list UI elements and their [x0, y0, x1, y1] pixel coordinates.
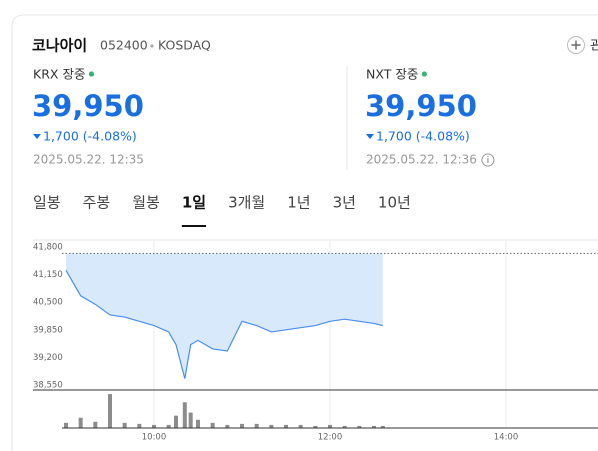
change: 1,700 [376, 129, 412, 144]
period-tab[interactable]: 일봉 [33, 194, 61, 212]
info-icon[interactable] [481, 153, 495, 167]
chart: 41,800 41,150 40,500 39,850 39,200 38,550 10:0… [33, 239, 598, 443]
y-tick-label: 41,800 [33, 243, 63, 253]
volume-bar [269, 424, 274, 428]
add-icon [571, 40, 581, 50]
quote-time: 2025.05.22. 12:35 [33, 153, 144, 167]
favorite-label[interactable]: 관 [590, 39, 598, 54]
volume-bar [152, 424, 156, 428]
x-tick-label: 10:00 [142, 433, 167, 443]
volume-bar [284, 424, 288, 428]
period-tab[interactable]: 3개월 [228, 194, 265, 212]
change-rate: (-4.08%) [83, 129, 137, 144]
volume-bar [108, 394, 112, 428]
separator-dot [150, 44, 154, 48]
exchange: KRX [33, 67, 59, 82]
price-line [65, 270, 383, 379]
period-tab[interactable]: 1일 [182, 194, 206, 212]
volume-bar [372, 425, 376, 428]
volume-bar [210, 422, 215, 428]
change: 1,700 [43, 129, 79, 144]
y-tick-label: 38,550 [33, 381, 63, 391]
volume-bar [357, 425, 362, 428]
volume-bar [380, 425, 385, 428]
y-tick-label: 39,850 [33, 325, 63, 335]
status-dot [421, 71, 427, 77]
volume-bar [174, 415, 178, 428]
card-border [11, 14, 598, 451]
period-tab[interactable]: 3년 [333, 194, 356, 212]
status: 장중 [395, 67, 418, 82]
x-tick-label: 12:00 [318, 433, 343, 443]
volume-bar [313, 425, 318, 428]
x-tick-label: 14:00 [494, 433, 519, 443]
exchange: NXT [366, 67, 392, 82]
volume-bar [166, 424, 171, 428]
volume-bar [182, 402, 187, 428]
period-tab[interactable]: 주봉 [83, 194, 111, 212]
period-tab[interactable]: 월봉 [132, 194, 160, 212]
y-tick-label: 40,500 [33, 298, 63, 308]
volume-bar [78, 417, 83, 428]
period-tab[interactable]: 1년 [287, 194, 310, 212]
period-tabs: 일봉 주봉 월봉 1일 3개월 1년 3년 10년 [33, 194, 411, 227]
status-dot [88, 71, 95, 77]
y-tick-label: 41,150 [33, 270, 63, 280]
volume-bar [64, 422, 68, 428]
quote-time: 2025.05.22. 12:36 [366, 153, 477, 167]
volume-bar [328, 424, 332, 428]
volume-bar [342, 425, 347, 428]
stock-code: 052400 [100, 38, 148, 53]
volume-bar [254, 423, 259, 428]
price: 39,950 [32, 89, 144, 123]
change-rate: (-4.08%) [416, 129, 470, 144]
volume-bar [137, 423, 142, 428]
volume-bar [188, 412, 193, 428]
stock-name: 코나아이 [32, 37, 87, 55]
volume-bar [196, 419, 200, 428]
market: KOSDAQ [158, 38, 211, 53]
volume-bar [298, 424, 303, 428]
price: 39,950 [365, 89, 477, 123]
volume-bar [225, 424, 230, 428]
down-arrow [33, 134, 41, 139]
y-tick-label: 39,200 [33, 353, 63, 363]
volume-bar [240, 423, 244, 428]
status: 장중 [62, 67, 85, 82]
volume-bar [122, 422, 127, 428]
down-arrow [366, 134, 374, 139]
price-area [66, 253, 383, 379]
volume-bar [93, 421, 98, 428]
period-tab[interactable]: 10년 [378, 194, 411, 212]
